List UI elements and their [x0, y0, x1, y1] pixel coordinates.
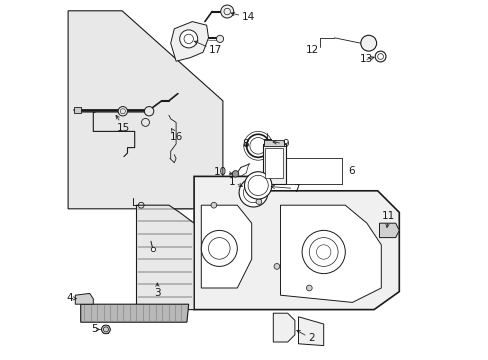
Circle shape	[151, 247, 155, 252]
Polygon shape	[170, 22, 208, 61]
Circle shape	[144, 107, 153, 116]
Text: 8: 8	[242, 139, 248, 149]
Text: 5: 5	[90, 324, 100, 334]
Polygon shape	[298, 317, 323, 346]
Circle shape	[102, 325, 110, 334]
Circle shape	[360, 35, 376, 51]
Circle shape	[239, 178, 267, 207]
Text: 9: 9	[272, 139, 288, 149]
Text: 10: 10	[213, 167, 232, 177]
Circle shape	[179, 30, 197, 48]
Polygon shape	[68, 11, 223, 209]
Circle shape	[244, 172, 271, 199]
Polygon shape	[379, 223, 399, 238]
Polygon shape	[201, 205, 251, 288]
Circle shape	[246, 134, 269, 157]
Circle shape	[216, 35, 223, 42]
Circle shape	[232, 171, 238, 177]
Text: 6: 6	[348, 166, 354, 176]
Circle shape	[256, 199, 261, 204]
Bar	[73, 107, 81, 113]
Bar	[262, 144, 285, 184]
Polygon shape	[75, 293, 93, 304]
Circle shape	[374, 51, 385, 62]
Circle shape	[273, 264, 279, 269]
Text: 3: 3	[154, 283, 161, 298]
Text: 4: 4	[66, 293, 76, 303]
Text: 2: 2	[296, 330, 314, 343]
Circle shape	[306, 285, 311, 291]
Polygon shape	[280, 205, 381, 302]
Text: 13: 13	[360, 54, 373, 64]
Polygon shape	[136, 205, 194, 310]
Text: 12: 12	[305, 45, 319, 55]
Bar	[265, 148, 283, 178]
Polygon shape	[81, 304, 188, 322]
Text: 15: 15	[116, 115, 130, 133]
Text: 14: 14	[231, 12, 254, 22]
Circle shape	[118, 107, 127, 116]
Text: 1: 1	[228, 177, 242, 187]
Text: 11: 11	[381, 211, 394, 228]
Text: 17: 17	[194, 41, 222, 55]
Text: 16: 16	[170, 129, 183, 142]
Circle shape	[302, 230, 345, 274]
Bar	[264, 140, 284, 146]
Circle shape	[201, 230, 237, 266]
Circle shape	[220, 5, 233, 18]
Circle shape	[211, 202, 216, 208]
Text: 7: 7	[271, 184, 300, 194]
Polygon shape	[273, 313, 294, 342]
Bar	[264, 139, 270, 144]
Polygon shape	[194, 176, 399, 310]
